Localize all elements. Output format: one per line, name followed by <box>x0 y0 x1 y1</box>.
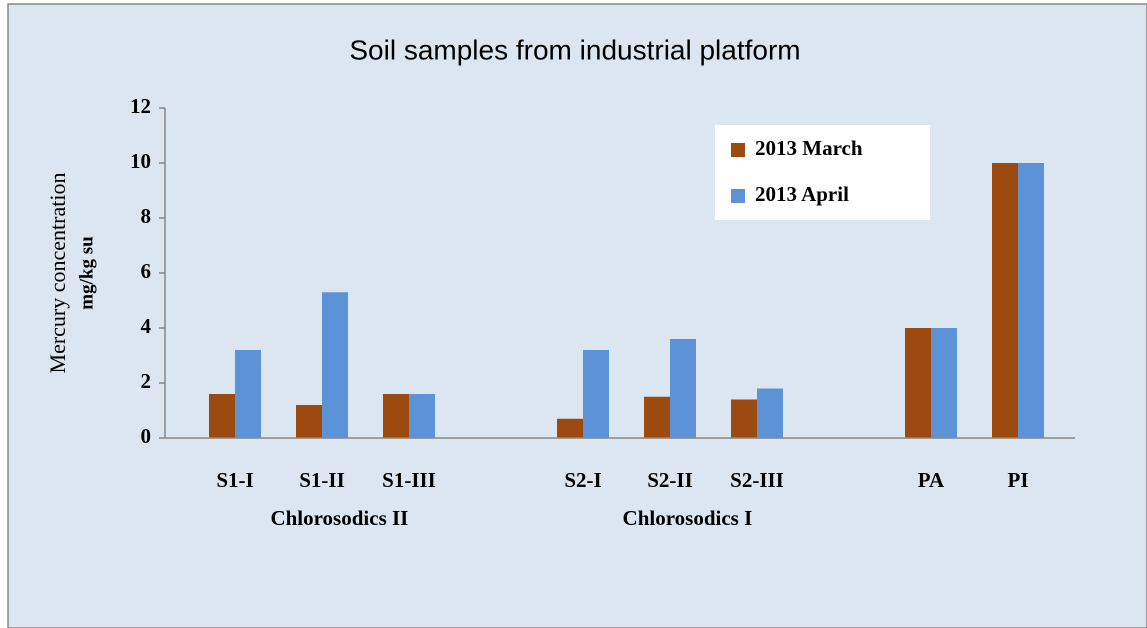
x-tick-label: S2-I <box>564 468 601 492</box>
bar <box>670 339 696 438</box>
y-tick-label: 0 <box>141 424 152 448</box>
bar <box>731 399 757 438</box>
y-axis-label: Mercury concentration <box>45 173 70 374</box>
bar <box>905 328 931 438</box>
bar <box>209 394 235 438</box>
bar <box>992 163 1018 438</box>
bar <box>322 292 348 438</box>
legend-label: 2013 April <box>755 182 849 206</box>
chart-area <box>7 3 1147 628</box>
x-tick-label: S1-III <box>382 468 436 492</box>
bar <box>644 396 670 438</box>
y-tick-label: 10 <box>130 149 151 173</box>
bar <box>409 394 435 438</box>
group-label: Chlorosodics II <box>270 506 408 530</box>
y-tick-label: 4 <box>141 314 152 338</box>
x-tick-label: S2-III <box>730 468 784 492</box>
bar <box>583 350 609 438</box>
y-tick-label: 8 <box>141 204 152 228</box>
y-tick-label: 6 <box>141 259 152 283</box>
y-tick-label: 2 <box>141 369 152 393</box>
bar <box>296 405 322 438</box>
x-tick-label: S2-II <box>647 468 693 492</box>
x-tick-label: S1-I <box>216 468 253 492</box>
x-tick-label: PA <box>918 468 945 492</box>
bar <box>383 394 409 438</box>
bar <box>1018 163 1044 438</box>
bar <box>235 350 261 438</box>
x-tick-label: PI <box>1008 468 1029 492</box>
x-tick-label: S1-II <box>299 468 345 492</box>
legend-swatch <box>731 189 745 203</box>
chart-title: Soil samples from industrial platform <box>349 34 800 65</box>
legend-swatch <box>731 143 745 157</box>
y-axis-label: mg/kg su <box>76 236 97 310</box>
group-label: Chlorosodics I <box>623 506 753 530</box>
bar <box>931 328 957 438</box>
legend-box <box>715 125 930 220</box>
bar <box>557 418 583 438</box>
y-tick-label: 12 <box>130 94 151 118</box>
legend-label: 2013 March <box>755 136 863 160</box>
bar <box>757 388 783 438</box>
